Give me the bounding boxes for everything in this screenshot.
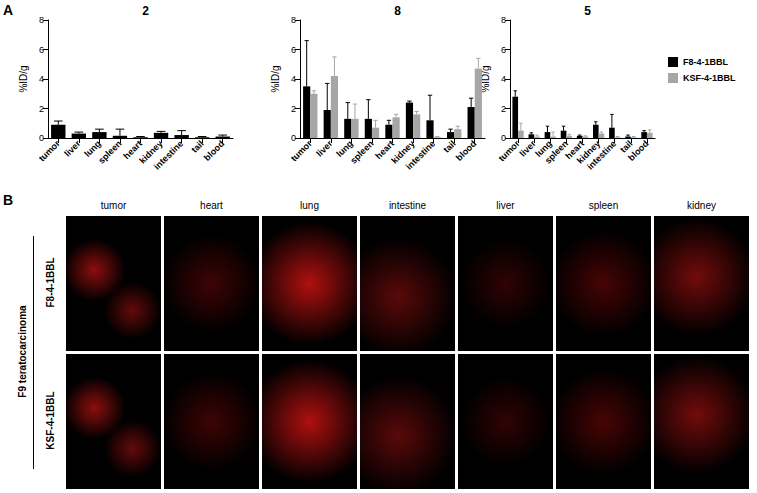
svg-text:liver: liver — [518, 138, 538, 158]
svg-text:blood: blood — [454, 138, 478, 162]
svg-text:liver: liver — [314, 138, 334, 158]
svg-text:tumor: tumor — [37, 138, 62, 163]
html-text:kidney: kidney — [687, 200, 716, 211]
svg-text:4: 4 — [39, 74, 44, 84]
svg-text:intestine: intestine — [152, 138, 185, 171]
svg-text:2: 2 — [39, 104, 44, 114]
svg-text:6: 6 — [291, 45, 296, 55]
html-text:liver: liver — [496, 200, 515, 211]
svg-text:blood: blood — [202, 138, 226, 162]
svg-text:2: 2 — [142, 4, 149, 18]
svg-text:8: 8 — [394, 4, 401, 18]
svg-text:lung: lung — [334, 138, 355, 159]
html-text:intestine: intestine — [388, 200, 427, 211]
svg-text:2: 2 — [291, 104, 296, 114]
svg-text:kidney: kidney — [574, 138, 603, 166]
html-text:spleen: spleen — [588, 200, 619, 211]
svg-text:0: 0 — [291, 133, 296, 143]
svg-text:liver: liver — [62, 138, 82, 158]
svg-text:8: 8 — [501, 15, 506, 25]
svg-text:tail: tail — [189, 138, 205, 154]
svg-text:intestine: intestine — [585, 138, 618, 171]
html-text:KSF-4-1BBL: KSF-4-1BBL — [44, 390, 56, 450]
svg-text:blood: blood — [626, 138, 650, 162]
html-text:heart: heart — [200, 200, 223, 211]
svg-text:tumor: tumor — [289, 138, 314, 163]
svg-text:6: 6 — [501, 45, 506, 55]
svg-text:lung: lung — [82, 138, 103, 159]
svg-text:%ID/g: %ID/g — [18, 65, 29, 92]
svg-text:2: 2 — [501, 104, 506, 114]
svg-text:KSF-4-1BBL: KSF-4-1BBL — [683, 73, 736, 83]
svg-text:spleen: spleen — [542, 138, 570, 166]
svg-text:4: 4 — [291, 74, 296, 84]
svg-text:intestine: intestine — [404, 138, 437, 171]
svg-text:heart: heart — [563, 138, 586, 162]
html-text:F8-4-1BBL: F8-4-1BBL — [44, 257, 56, 307]
svg-text:kidney: kidney — [137, 138, 165, 166]
svg-text:tail: tail — [618, 138, 635, 155]
svg-text:F8-4-1BBL: F8-4-1BBL — [683, 57, 729, 67]
html-text:tumor: tumor — [100, 200, 127, 211]
svg-text:0: 0 — [501, 133, 506, 143]
svg-text:heart: heart — [373, 138, 396, 162]
svg-text:%ID/g: %ID/g — [479, 65, 491, 93]
svg-text:6: 6 — [39, 45, 44, 55]
svg-text:5: 5 — [584, 4, 591, 18]
svg-text:4: 4 — [501, 74, 506, 84]
html-text:F9 teratocarcinoma: F9 teratocarcinoma — [16, 304, 28, 398]
html-text:A: A — [3, 2, 14, 18]
svg-text:heart: heart — [121, 138, 144, 162]
svg-text:tumor: tumor — [496, 138, 522, 164]
svg-text:kidney: kidney — [389, 138, 417, 166]
svg-text:spleen: spleen — [96, 138, 123, 165]
svg-text:8: 8 — [39, 15, 44, 25]
html-text:B: B — [3, 192, 14, 208]
svg-text:8: 8 — [291, 15, 296, 25]
svg-text:lung: lung — [533, 138, 554, 159]
svg-text:0: 0 — [39, 133, 44, 143]
html-text:lung: lung — [300, 200, 319, 211]
svg-text:tail: tail — [441, 138, 457, 154]
svg-text:%ID/g: %ID/g — [270, 65, 281, 92]
svg-text:spleen: spleen — [348, 138, 375, 165]
